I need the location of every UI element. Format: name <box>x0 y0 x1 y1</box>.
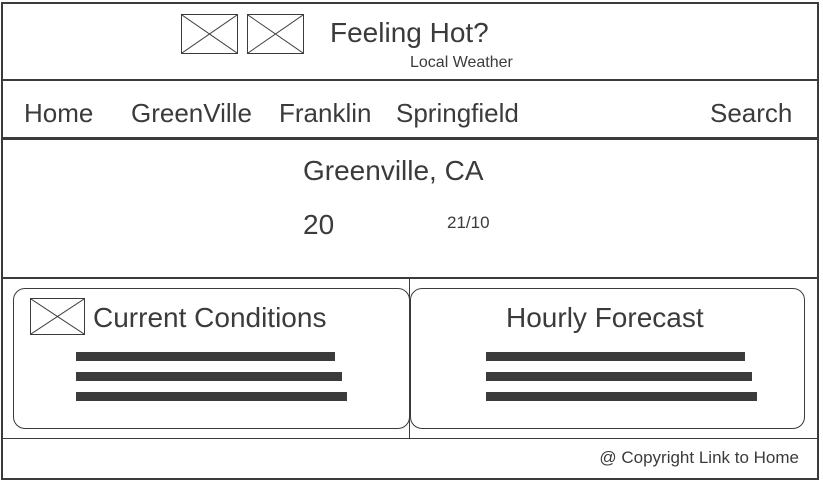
text-placeholder-line <box>76 392 347 401</box>
footer-divider <box>1 438 819 439</box>
location-divider <box>1 277 819 279</box>
header-divider <box>1 79 819 81</box>
copyright-home-link[interactable]: @ Copyright Link to Home <box>599 448 799 467</box>
text-placeholder-line <box>486 352 745 361</box>
logo-image-placeholder-icon <box>247 14 304 54</box>
text-placeholder-line <box>76 352 335 361</box>
city-name: Greenville, CA <box>303 155 484 186</box>
logo-image-placeholder-icon <box>181 14 238 54</box>
nav-item-greenville[interactable]: GreenVille <box>131 98 252 128</box>
current-conditions-title: Current Conditions <box>93 302 327 333</box>
site-subtitle: Local Weather <box>410 54 513 71</box>
date-value: 21/10 <box>447 213 490 232</box>
text-placeholder-line <box>486 372 752 381</box>
temperature-value: 20 <box>303 209 335 240</box>
text-placeholder-line <box>76 372 342 381</box>
current-conditions-image-placeholder-icon <box>30 298 85 335</box>
nav-item-franklin[interactable]: Franklin <box>279 98 372 128</box>
nav-item-springfield[interactable]: Springfield <box>396 98 519 128</box>
nav-divider <box>1 137 819 140</box>
nav-item-home[interactable]: Home <box>24 98 94 128</box>
site-title: Feeling Hot? <box>330 17 489 48</box>
hourly-forecast-title: Hourly Forecast <box>506 302 704 333</box>
search-link[interactable]: Search <box>710 98 793 128</box>
text-placeholder-line <box>486 392 757 401</box>
